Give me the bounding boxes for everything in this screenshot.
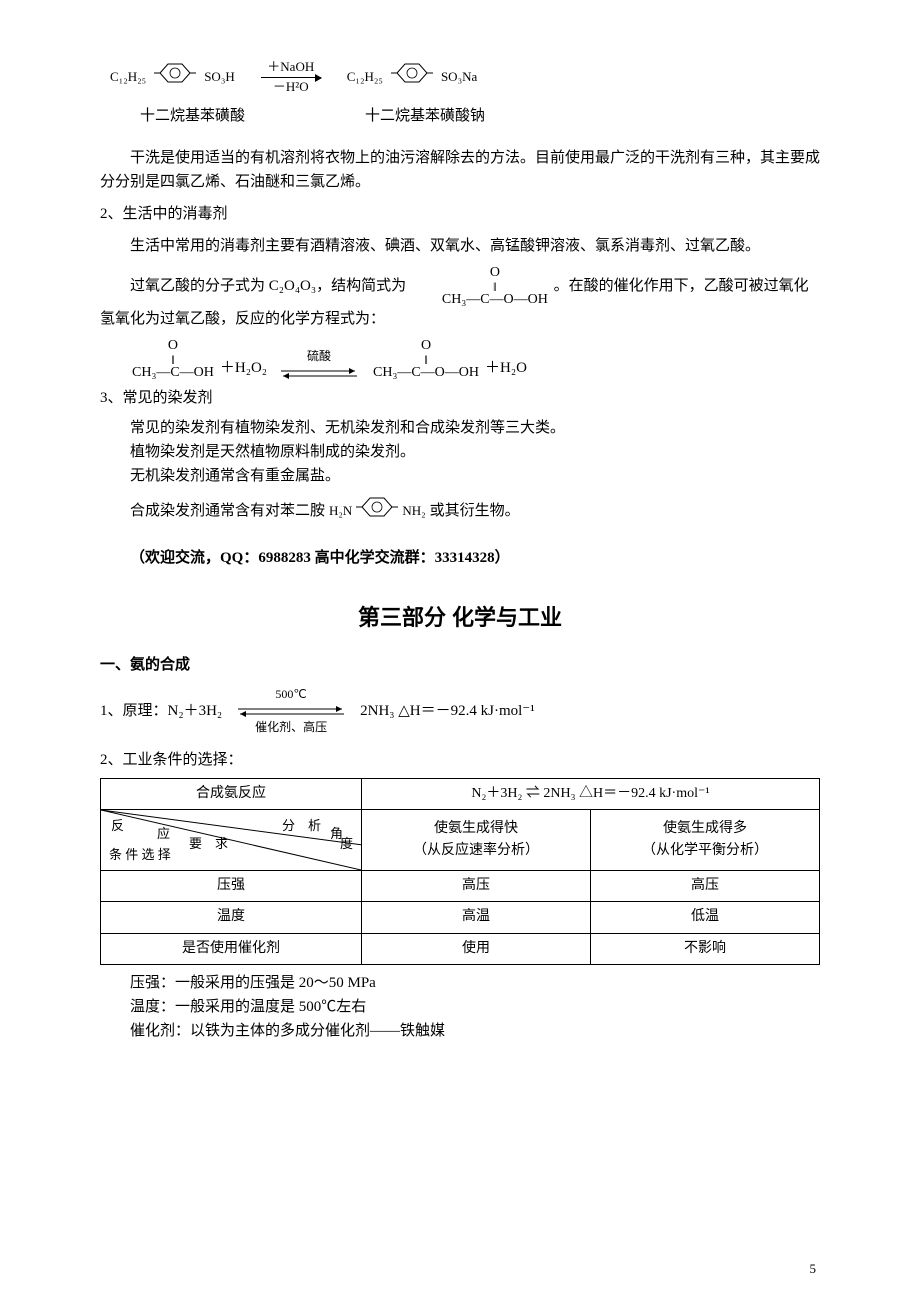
benzene-ring-2 [391, 60, 433, 94]
r2c3: 使氨生成得多 （从化学平衡分析） [591, 809, 820, 870]
r2c3a: 使氨生成得多 [599, 818, 811, 840]
benzene-ring-3 [356, 494, 398, 528]
peracetic-intro-a: 过氧乙酸的分子式为 C₂O₄O₃，结构简式为 [130, 278, 406, 294]
note-c: 催化剂：以铁为主体的多成分催化剂——铁触媒 [130, 1019, 820, 1043]
cell: 高压 [362, 870, 591, 901]
nh3-p2: 2、工业条件的选择： [100, 748, 820, 772]
pda-right: NH₂ [402, 501, 425, 522]
item3-b: 植物染发剂是天然植物原料制成的染发剂。 [130, 440, 820, 464]
peracetic-equation: O ‖ CH₃—C—OH ＋H₂O₂ 硫酸 O ‖ CH₃—C—O—OH ＋H₂… [130, 339, 820, 380]
nh3-title: 一、氨的合成 [100, 653, 820, 677]
diag-cell: 反 应 要 求 分 析 角 度 条 件 选 择 [101, 809, 362, 870]
cell: 不影响 [591, 933, 820, 964]
peracetic-struct-main: CH₃—C—O—OH [412, 293, 548, 307]
item3-c: 无机染发剂通常含有重金属盐。 [130, 464, 820, 488]
cell: 高压 [591, 870, 820, 901]
table-row: 是否使用催化剂 使用 不影响 [101, 933, 820, 964]
eq-plus1: ＋H₂O₂ [220, 356, 267, 380]
react-left-sub: C₁₂H₂₅ [110, 67, 146, 88]
eq-arrow-label: 硫酸 [307, 347, 331, 366]
nh3-p1-b: 2NH₃ △H＝－92.4 kJ·mol⁻¹ [360, 699, 535, 723]
item3-d-text2: 或其衍生物。 [430, 499, 520, 523]
item2-title: 2、生活中的消毒剂 [100, 202, 820, 226]
arrow-top-label: ＋NaOH [267, 60, 314, 74]
react-left-group: SO₃H [204, 67, 235, 88]
nh3-arrow-top: 500℃ [275, 685, 306, 704]
eq-left-struct: O ‖ CH₃—C—OH [132, 339, 214, 380]
item3-title: 3、常见的染发剂 [100, 386, 820, 410]
r1c2: N₂＋3H₂ ⇌ 2NH₃ △H＝－92.4 kJ·mol⁻¹ [362, 778, 820, 809]
cell: 是否使用催化剂 [101, 933, 362, 964]
reaction-arrow: ＋NaOH －H²O [261, 60, 321, 94]
conditions-table: 合成氨反应 N₂＋3H₂ ⇌ 2NH₃ △H＝－92.4 kJ·mol⁻¹ 反 … [100, 778, 820, 966]
nh3-p1-a: 1、原理：N₂＋3H₂ [100, 699, 222, 723]
part3-title: 第三部分 化学与工业 [100, 600, 820, 635]
reaction-sulfonate: C₁₂H₂₅ SO₃H ＋NaOH －H²O C₁₂H₂₅ SO₃Na [110, 60, 820, 94]
r1c1: 合成氨反应 [101, 778, 362, 809]
label-right: 十二烷基苯磺酸钠 [365, 104, 485, 128]
note-a: 压强：一般采用的压强是 20～50 MPa [130, 971, 820, 995]
peracetic-intro: 过氧乙酸的分子式为 C₂O₄O₃，结构简式为 O ‖ CH₃—C—O—OH 。在… [100, 266, 820, 331]
equilibrium-arrow-2: 500℃ 催化剂、高压 [236, 685, 346, 737]
diag-t3: 条 件 选 择 [109, 845, 171, 866]
peracetic-struct: O ‖ CH₃—C—O—OH [412, 266, 548, 307]
item3-d: 合成染发剂通常含有对苯二胺 H₂N NH₂ 或其衍生物。 [130, 494, 820, 528]
eq-left-main: CH₃—C—OH [132, 366, 214, 380]
pda-left: H₂N [329, 501, 352, 522]
equilibrium-arrow-1: 硫酸 [279, 347, 359, 380]
eq-right-struct: O ‖ CH₃—C—O—OH [373, 339, 479, 380]
cell: 温度 [101, 902, 362, 933]
diag-t2: 分 析 [282, 816, 321, 837]
note-b: 温度：一般采用的温度是 500℃左右 [130, 995, 820, 1019]
r2c2b: （从反应速率分析） [370, 840, 582, 862]
diag-t5: 要 求 [189, 834, 228, 855]
cell: 压强 [101, 870, 362, 901]
item3-d-text1: 合成染发剂通常含有对苯二胺 [130, 499, 325, 523]
table-row: 压强 高压 高压 [101, 870, 820, 901]
page-number: 5 [810, 1259, 817, 1280]
r2c2: 使氨生成得快 （从反应速率分析） [362, 809, 591, 870]
item2-body: 生活中常用的消毒剂主要有酒精溶液、碘酒、双氧水、高锰酸钾溶液、氯系消毒剂、过氧乙… [100, 234, 820, 258]
nh3-arrow-bottom: 催化剂、高压 [255, 718, 327, 737]
diag-t1: 反 [111, 816, 124, 837]
eq-plus2: ＋H₂O [485, 356, 527, 380]
label-left: 十二烷基苯磺酸 [140, 104, 245, 128]
qq-contact: （欢迎交流，QQ：6988283 高中化学交流群：33314328） [130, 546, 820, 570]
arrow-bottom-label: －H²O [273, 80, 309, 94]
cell: 低温 [591, 902, 820, 933]
react-right-group: SO₃Na [441, 67, 477, 88]
nh3-principle: 1、原理：N₂＋3H₂ 500℃ 催化剂、高压 2NH₃ △H＝－92.4 kJ… [100, 685, 820, 737]
react-right-sub: C₁₂H₂₅ [347, 67, 383, 88]
diag-t4: 应 [157, 824, 170, 845]
cell: 高温 [362, 902, 591, 933]
table-row: 温度 高温 低温 [101, 902, 820, 933]
dry-clean-para: 干洗是使用适当的有机溶剂将衣物上的油污溶解除去的方法。目前使用最广泛的干洗剂有三… [100, 146, 820, 194]
reaction-labels: 十二烷基苯磺酸 十二烷基苯磺酸钠 [140, 104, 820, 128]
diag-t7: 度 [340, 834, 353, 855]
cell: 使用 [362, 933, 591, 964]
r2c3b: （从化学平衡分析） [599, 840, 811, 862]
item3-a: 常见的染发剂有植物染发剂、无机染发剂和合成染发剂等三大类。 [130, 416, 820, 440]
r2c2a: 使氨生成得快 [370, 818, 582, 840]
benzene-ring-1 [154, 60, 196, 94]
eq-right-main: CH₃—C—O—OH [373, 366, 479, 380]
